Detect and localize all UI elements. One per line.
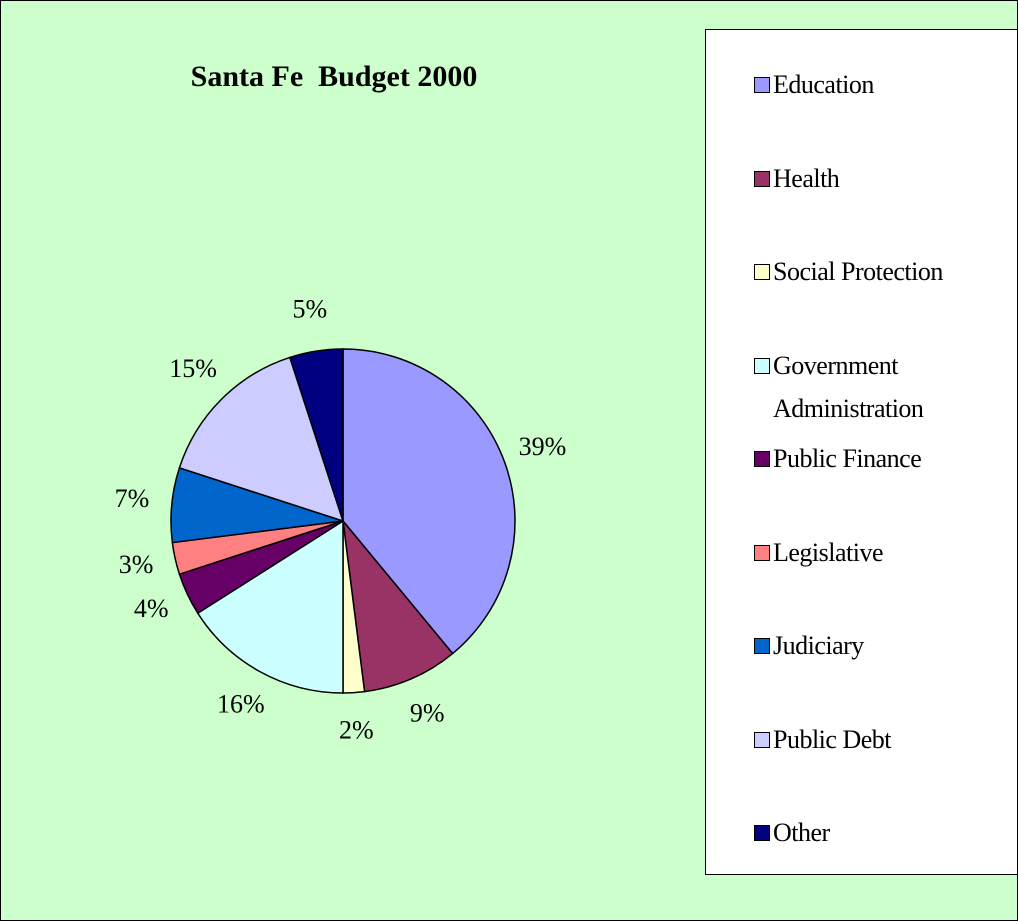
data-label: 3% xyxy=(119,550,154,579)
legend-item: Government Administration xyxy=(754,344,1008,430)
legend-swatch xyxy=(754,170,770,187)
legend-item: Legislative xyxy=(754,531,1008,574)
legend-swatch xyxy=(754,731,770,748)
legend-swatch xyxy=(754,825,770,841)
legend-item: Health xyxy=(754,157,1008,200)
legend-item: Education xyxy=(754,63,1008,106)
legend-item: Judiciary xyxy=(754,624,1008,667)
legend-swatch xyxy=(754,544,770,561)
pie-slice xyxy=(288,348,344,522)
pie-slice xyxy=(341,518,454,693)
plot: Santa Fe Budget 2000 39% 9% 2% 16% 4% 3% 7% 15%… xyxy=(115,60,567,745)
data-label: 5% xyxy=(292,295,327,324)
data-label: 16% xyxy=(217,690,265,719)
legend-item: Public Finance xyxy=(754,437,1008,480)
data-label: 9% xyxy=(410,699,445,728)
data-label: 15% xyxy=(169,354,217,383)
legend-swatch xyxy=(754,77,770,93)
legend-label: Judiciary xyxy=(773,631,864,660)
legend-swatch xyxy=(754,451,770,467)
legend-swatch xyxy=(754,357,770,374)
legend-item: Public Debt xyxy=(754,718,1008,761)
pie-slice xyxy=(196,519,344,694)
chart-title: Santa Fe Budget 2000 xyxy=(191,60,478,93)
legend-item: Other xyxy=(754,811,1008,854)
legend-swatch xyxy=(754,638,770,654)
legend-item: Social Protection xyxy=(754,250,1008,293)
legend-label: Government Administration xyxy=(773,350,924,423)
data-label: 7% xyxy=(115,484,150,513)
legend-label: Social Protection xyxy=(773,257,943,286)
legend: Education Health Social Protection Governme… xyxy=(705,29,1017,875)
pie-slice xyxy=(178,356,345,523)
legend-label: Legislative xyxy=(773,537,884,567)
legend-label: Public Debt xyxy=(773,724,892,754)
data-label: 4% xyxy=(134,594,169,623)
legend-label: Public Finance xyxy=(773,444,922,473)
data-label: 2% xyxy=(339,716,374,745)
data-label: 39% xyxy=(519,432,567,461)
legend-label: Education xyxy=(773,70,874,99)
legend-label: Health xyxy=(773,163,840,193)
legend-label: Other xyxy=(773,818,830,847)
pie-slice xyxy=(342,348,516,655)
legend-swatch xyxy=(754,264,770,280)
